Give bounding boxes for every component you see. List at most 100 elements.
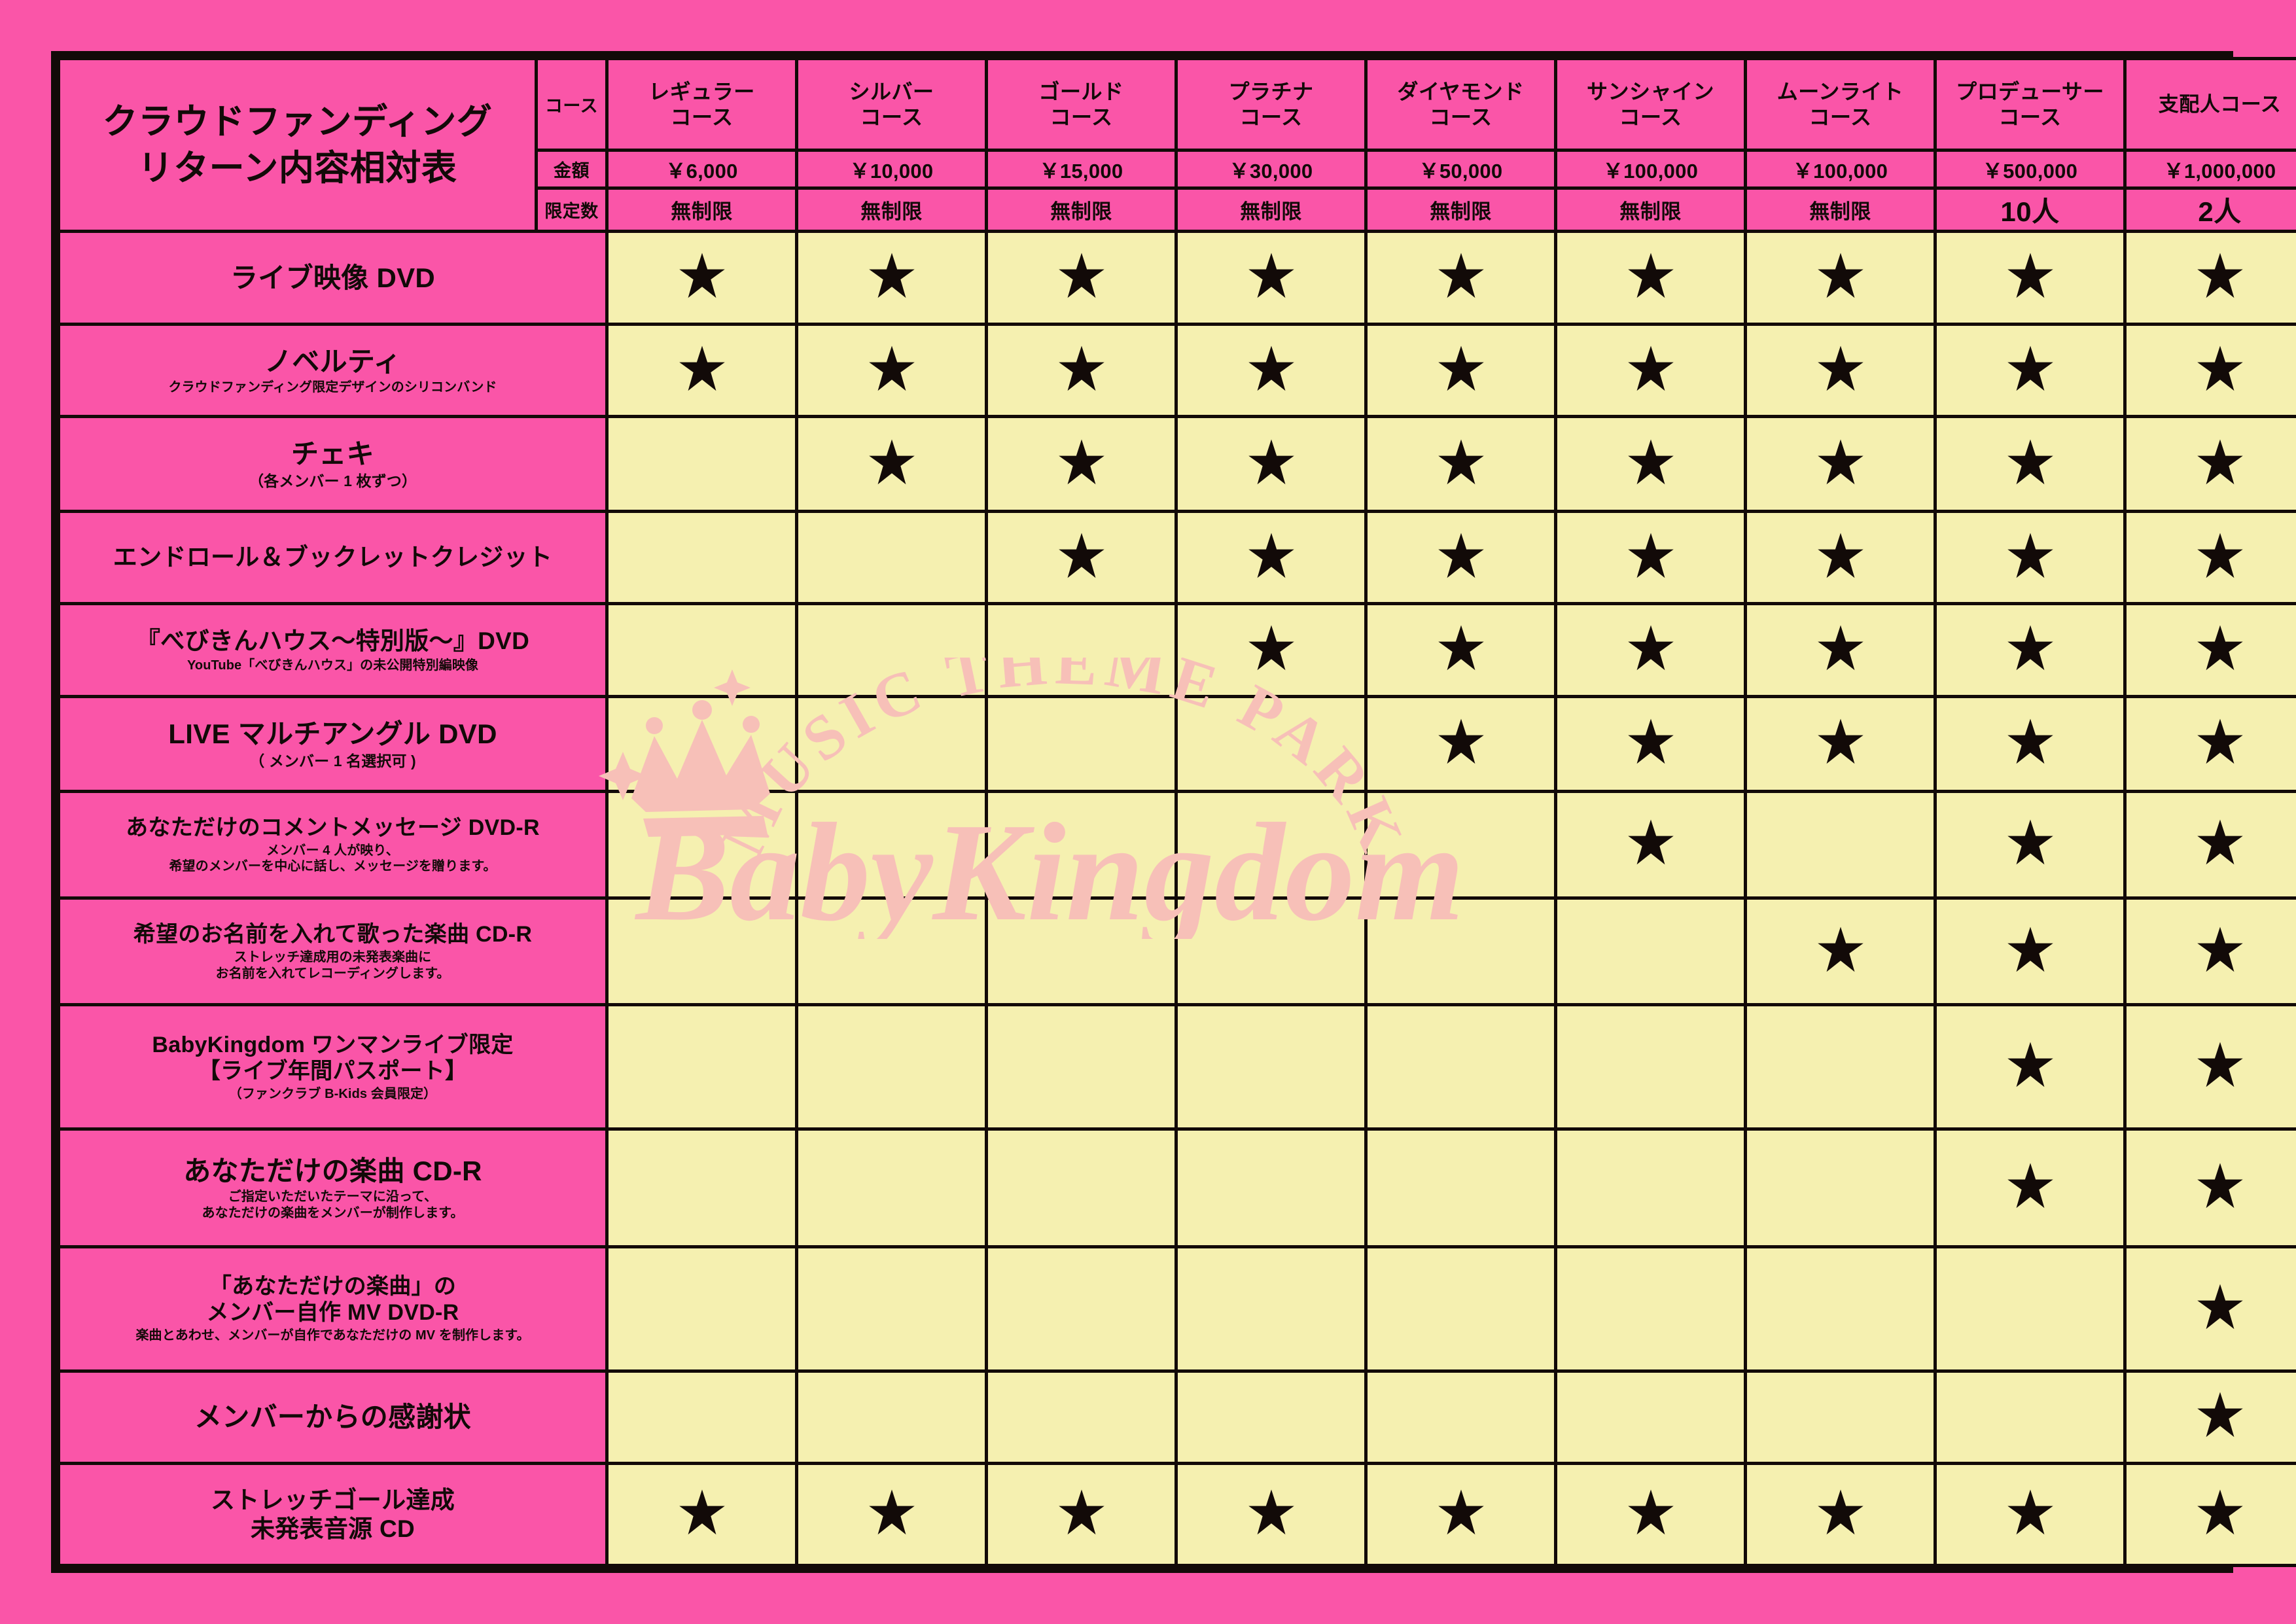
table-frame: クラウドファンディング リターン内容相対表 コース レギュラー コース シルバー コース ゴー… (51, 51, 2296, 1573)
reward-cell-r6-c7 (1744, 695, 1937, 793)
reward-cell-r13-c3 (985, 1462, 1178, 1567)
reward-cell-r7-c9 (2123, 789, 2296, 900)
star-icon (868, 345, 916, 393)
reward-cell-r12-c6 (1554, 1369, 1747, 1466)
reward-cell-r13-c8 (1934, 1462, 2127, 1567)
reward-cell-r7-c5 (1364, 789, 1557, 900)
course-amount-8: ￥500,000 (1934, 149, 2127, 190)
reward-cell-r1-c9 (2123, 230, 2296, 326)
reward-cell-r1-c2 (795, 230, 988, 326)
reward-cell-r5-c1 (605, 602, 798, 699)
course-limit-5: 無制限 (1364, 186, 1557, 234)
reward-subtitle-1: （ファンクラブ B-Kids 会員限定） (228, 1087, 437, 1102)
course-header-7[interactable]: ムーンライト コース (1744, 56, 1937, 152)
reward-cell-r12-c9 (2123, 1369, 2296, 1466)
star-icon (1247, 345, 1296, 393)
reward-cell-r6-c1 (605, 695, 798, 793)
course-header-4[interactable]: プラチナ コース (1174, 56, 1368, 152)
reward-label-2: ノベルティ クラウドファンディング限定デザインのシリコンバンド (57, 322, 609, 419)
course-limit-3: 無制限 (985, 186, 1178, 234)
course-limit-9: 2人 (2123, 186, 2296, 234)
reward-cell-r8-c7 (1744, 896, 1937, 1007)
course-header-9[interactable]: 支配人コース (2123, 56, 2296, 152)
reward-cell-r13-c6 (1554, 1462, 1747, 1567)
reward-cell-r9-c6 (1554, 1003, 1747, 1131)
reward-cell-r3-c3 (985, 415, 1178, 513)
star-icon (2006, 1041, 2055, 1089)
reward-cell-r2-c9 (2123, 322, 2296, 419)
reward-cell-r5-c2 (795, 602, 988, 699)
course-header-2[interactable]: シルバー コース (795, 56, 988, 152)
reward-cell-r6-c8 (1934, 695, 2127, 793)
star-icon (1816, 1489, 1865, 1537)
star-icon (868, 438, 916, 487)
reward-cell-r10-c3 (985, 1127, 1178, 1248)
reward-cell-r7-c7 (1744, 789, 1937, 900)
reward-cell-r11-c2 (795, 1244, 988, 1373)
star-icon (868, 1489, 916, 1537)
course-limit-7: 無制限 (1744, 186, 1937, 234)
star-icon (2196, 1391, 2244, 1439)
reward-title: LIVE マルチアングル DVD (168, 718, 497, 749)
star-icon (2196, 532, 2244, 580)
reward-title: 「あなただけの楽曲」の (209, 1274, 457, 1299)
star-icon (1627, 345, 1675, 393)
reward-title: メンバーからの感謝状 (194, 1402, 471, 1433)
reward-cell-r9-c1 (605, 1003, 798, 1131)
reward-cell-r13-c7 (1744, 1462, 1937, 1567)
reward-cell-r1-c8 (1934, 230, 2127, 326)
rowhead-course: コース (535, 56, 609, 152)
page-title: クラウドファンディング リターン内容相対表 (57, 56, 538, 234)
star-icon (1057, 252, 1106, 300)
reward-subtitle-1: ストレッチ達成用の未発表楽曲に (234, 950, 432, 965)
course-limit-6: 無制限 (1554, 186, 1747, 234)
reward-label-8: 希望のお名前を入れて歌った楽曲 CD-R ストレッチ達成用の未発表楽曲に お名前を入… (57, 896, 609, 1007)
rowhead-amount: 金額 (535, 149, 609, 190)
reward-subtitle-1: （各メンバー 1 枚ずつ） (249, 472, 417, 490)
star-icon (1247, 1489, 1296, 1537)
reward-cell-r13-c5 (1364, 1462, 1557, 1567)
reward-row: あなただけのコメントメッセージ DVD-R メンバー 4 人が映り、 希望のメンバー… (57, 789, 2296, 900)
header-row-amount: 金額 ￥6,000 ￥10,000 ￥15,000 ￥30,000 ￥50,000 ￥100… (59, 149, 2296, 190)
reward-cell-r9-c3 (985, 1003, 1178, 1131)
reward-title: ストレッチゴール達成 (211, 1486, 455, 1513)
reward-title: あなただけのコメントメッセージ DVD-R (126, 815, 540, 840)
reward-cell-r2-c1 (605, 322, 798, 419)
reward-cell-r6-c4 (1174, 695, 1368, 793)
reward-cell-r2-c4 (1174, 322, 1368, 419)
star-icon (2006, 624, 2055, 673)
course-header-8[interactable]: プロデューサー コース (1934, 56, 2127, 152)
reward-cell-r4-c6 (1554, 509, 1747, 606)
course-amount-9: ￥1,000,000 (2123, 149, 2296, 190)
star-icon (1437, 624, 1485, 673)
course-header-3[interactable]: ゴールド コース (985, 56, 1178, 152)
star-icon (2006, 438, 2055, 487)
star-icon (1627, 1489, 1675, 1537)
reward-row: ストレッチゴール達成 未発表音源 CD (57, 1462, 2296, 1567)
reward-cell-r11-c7 (1744, 1244, 1937, 1373)
reward-cell-r11-c5 (1364, 1244, 1557, 1373)
reward-cell-r12-c4 (1174, 1369, 1368, 1466)
reward-cell-r5-c9 (2123, 602, 2296, 699)
reward-label-9: BabyKingdom ワンマンライブ限定 【ライブ年間パスポート】 （ファンクラブ… (57, 1003, 609, 1131)
rowhead-limit: 限定数 (535, 186, 609, 234)
star-icon (678, 1489, 726, 1537)
course-header-1[interactable]: レギュラー コース (605, 56, 798, 152)
reward-cell-r4-c5 (1364, 509, 1557, 606)
reward-title: ライブ映像 DVD (230, 262, 436, 293)
star-icon (1057, 438, 1106, 487)
star-icon (1437, 345, 1485, 393)
reward-cell-r6-c6 (1554, 695, 1747, 793)
course-header-5[interactable]: ダイヤモンド コース (1364, 56, 1557, 152)
course-limit-1: 無制限 (605, 186, 798, 234)
star-icon (2006, 819, 2055, 867)
star-icon (2006, 1489, 2055, 1537)
reward-cell-r12-c3 (985, 1369, 1178, 1466)
course-amount-5: ￥50,000 (1364, 149, 1557, 190)
reward-title: あなただけの楽曲 CD-R (183, 1155, 482, 1186)
reward-cell-r7-c4 (1174, 789, 1368, 900)
star-icon (2196, 819, 2244, 867)
reward-cell-r5-c6 (1554, 602, 1747, 699)
course-header-6[interactable]: サンシャイン コース (1554, 56, 1747, 152)
